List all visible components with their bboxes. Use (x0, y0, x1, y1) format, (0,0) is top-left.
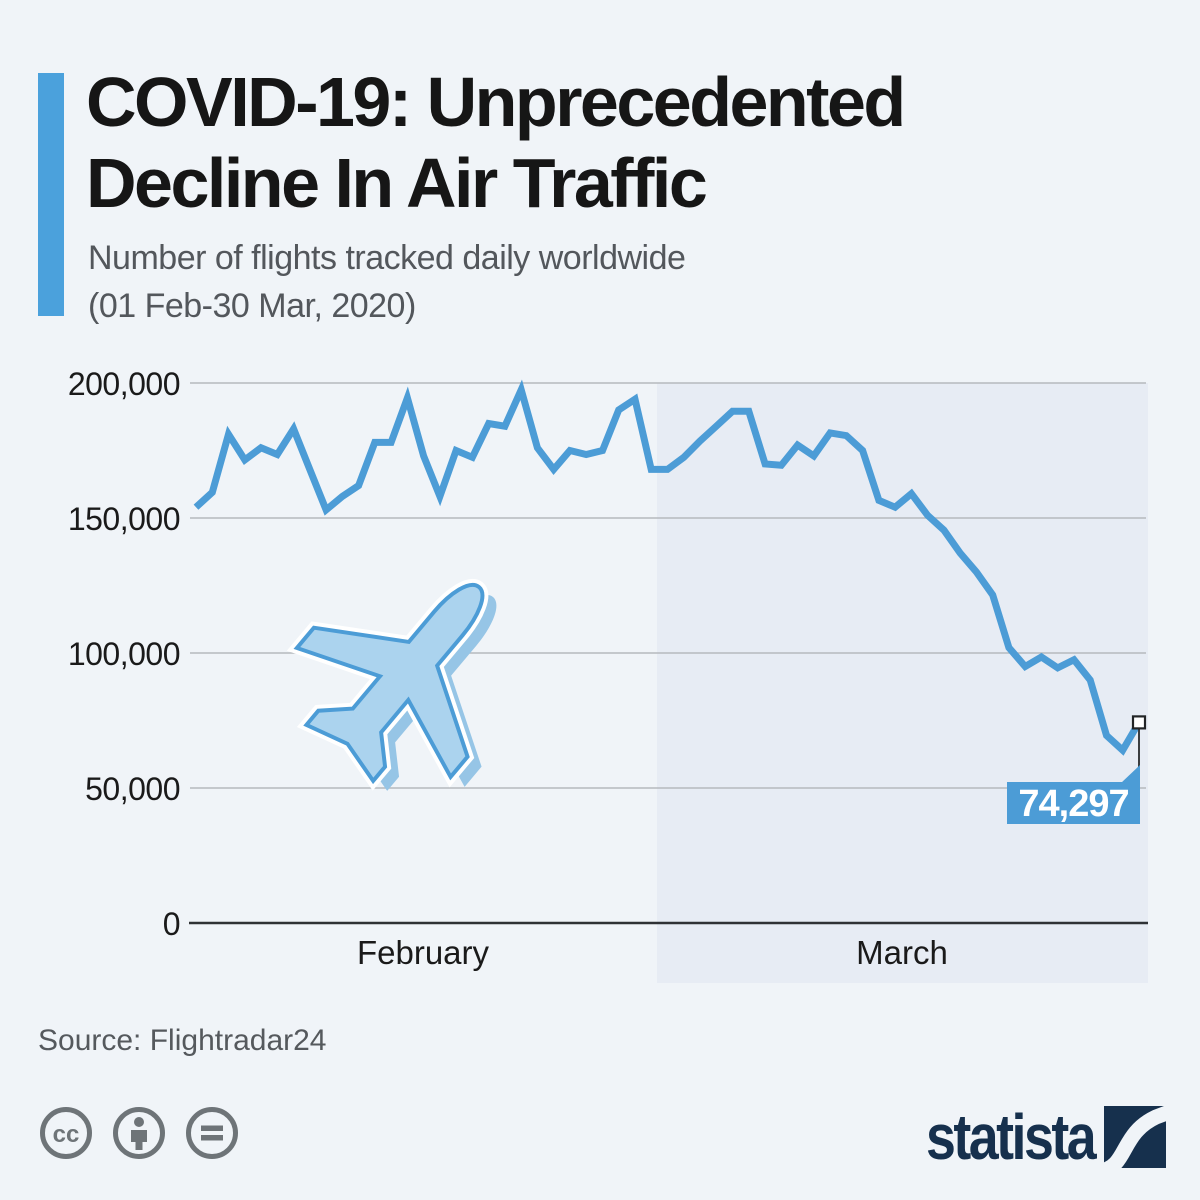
statista-logo-text: statista (925, 1101, 1097, 1173)
subtitle-line-1: Number of flights tracked daily worldwid… (88, 239, 686, 277)
chart-subtitle: Number of flights tracked daily worldwid… (88, 234, 988, 331)
gridlines (190, 382, 1146, 789)
y-tick-0: 0 (162, 906, 181, 942)
cc-icon[interactable]: cc (38, 1105, 94, 1161)
y-tick-150000: 150,000 (67, 501, 181, 537)
cc-by-icon[interactable] (111, 1105, 167, 1161)
y-tick-100000: 100,000 (67, 636, 181, 672)
x-label-february: February (356, 934, 490, 971)
page-title: COVID-19: Unprecedented Decline In Air T… (86, 62, 1046, 224)
title-line-1: COVID-19: Unprecedented (86, 63, 906, 141)
title-accent-bar (38, 73, 64, 316)
y-tick-50000: 50,000 (85, 771, 180, 807)
airplane-icon (286, 579, 497, 791)
svg-text:cc: cc (53, 1121, 80, 1148)
callout-pointer (1121, 765, 1140, 783)
source-text: Source: Flightradar24 (38, 1024, 327, 1057)
subtitle-line-2: (01 Feb-30 Mar, 2020) (88, 287, 416, 326)
endpoint-marker (1131, 715, 1147, 730)
title-line-2: Decline In Air Traffic (86, 144, 708, 223)
statista-logo[interactable]: statista (894, 1100, 1166, 1174)
x-label-march: March (856, 934, 948, 971)
value-callout: 74,297 (1007, 782, 1140, 825)
y-tick-200000: 200,000 (67, 366, 181, 402)
license-icons[interactable]: cc (38, 1105, 240, 1161)
march-highlight-region (657, 383, 1148, 983)
statista-logo-mark (1104, 1106, 1166, 1168)
flights-line (193, 379, 1143, 756)
cc-nd-icon[interactable] (184, 1105, 240, 1161)
